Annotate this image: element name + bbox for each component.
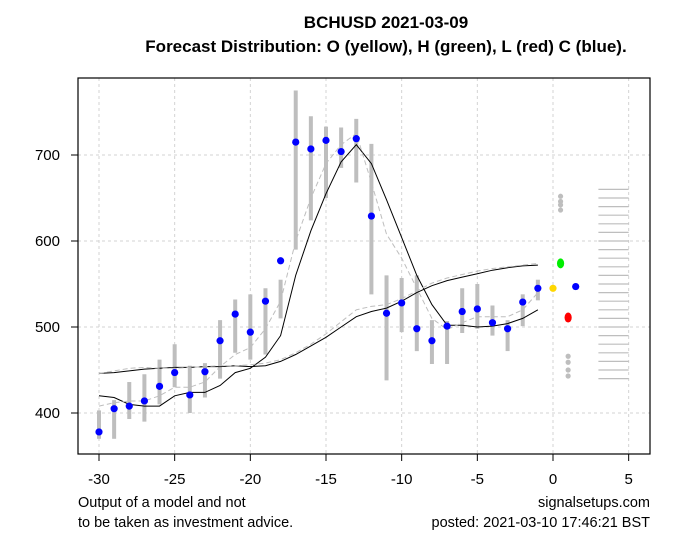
close-point (367, 212, 375, 220)
close-points (95, 135, 542, 436)
x-tick-label: -10 (391, 471, 413, 488)
disclaimer-line-2: to be taken as investment advice. (78, 515, 293, 531)
close-point (488, 319, 497, 327)
close-point (277, 257, 285, 265)
high-tail-mark (557, 207, 564, 213)
close-point (231, 310, 239, 318)
close-point (382, 309, 391, 317)
x-axis: -30 -25 -20 -15 -10 -5 0 5 (88, 454, 633, 488)
y-tick-label: 500 (35, 319, 60, 336)
close-point (261, 297, 270, 305)
low-tail-mark (565, 353, 571, 359)
y-tick-label: 400 (35, 405, 60, 422)
x-tick-label: -20 (239, 471, 261, 488)
x-tick-label: -30 (88, 471, 110, 488)
disclaimer-line-1: Output of a model and not (78, 495, 246, 511)
y-tick-label: 600 (35, 233, 60, 250)
forecast-points (549, 193, 580, 379)
close-point (473, 305, 481, 313)
forecast-close-point (572, 282, 580, 291)
close-point (519, 298, 527, 306)
plot-frame (77, 77, 651, 455)
distribution-levels (598, 188, 629, 380)
high-tail-mark (557, 193, 564, 199)
posted-timestamp: posted: 2021-03-10 17:46:21 BST (432, 515, 651, 531)
close-point (534, 284, 542, 292)
slow-ma-line (98, 264, 538, 374)
close-point (110, 405, 118, 413)
forecast-open-point (549, 284, 557, 292)
y-tick-label: 700 (35, 147, 60, 164)
close-point (95, 428, 103, 436)
close-point (171, 368, 179, 377)
close-point (504, 325, 512, 333)
close-point (155, 382, 164, 390)
fast-ma-dashed-line (98, 132, 539, 407)
website-label: signalsetups.com (538, 495, 650, 511)
close-point (413, 325, 421, 333)
close-point (322, 136, 330, 144)
close-point (125, 402, 133, 410)
close-point (458, 307, 466, 316)
grid-lines (78, 78, 650, 454)
x-tick-label: 0 (549, 471, 557, 488)
close-point (186, 391, 194, 399)
close-point (352, 135, 360, 143)
low-tail-mark (565, 373, 571, 379)
close-point (307, 145, 315, 153)
forecast-high-point (556, 258, 565, 269)
close-point (292, 138, 300, 146)
range-bars (97, 90, 540, 439)
x-tick-label: -15 (315, 471, 337, 488)
close-point (140, 397, 148, 405)
x-tick-label: -25 (164, 471, 186, 488)
close-point (443, 322, 451, 330)
chart-subtitle: Forecast Distribution: O (yellow), H (gr… (145, 37, 626, 56)
forecast-low-point (564, 312, 572, 323)
close-point (216, 337, 224, 345)
fast-ma-line (98, 143, 539, 407)
high-tail-mark (557, 198, 564, 205)
chart-title: BCHUSD 2021-03-09 (304, 13, 468, 32)
low-tail-mark (565, 367, 571, 373)
close-point (428, 337, 436, 345)
close-point (246, 328, 254, 336)
close-point (201, 368, 209, 376)
low-tail-mark (565, 359, 571, 365)
slow-ma-dashed-line (98, 262, 538, 374)
x-tick-label: 5 (624, 471, 632, 488)
x-tick-label: -5 (471, 471, 484, 488)
y-axis: 400 500 600 700 (35, 147, 78, 422)
close-point (398, 299, 406, 307)
close-point (337, 147, 345, 156)
moving-average-lines (98, 132, 539, 407)
